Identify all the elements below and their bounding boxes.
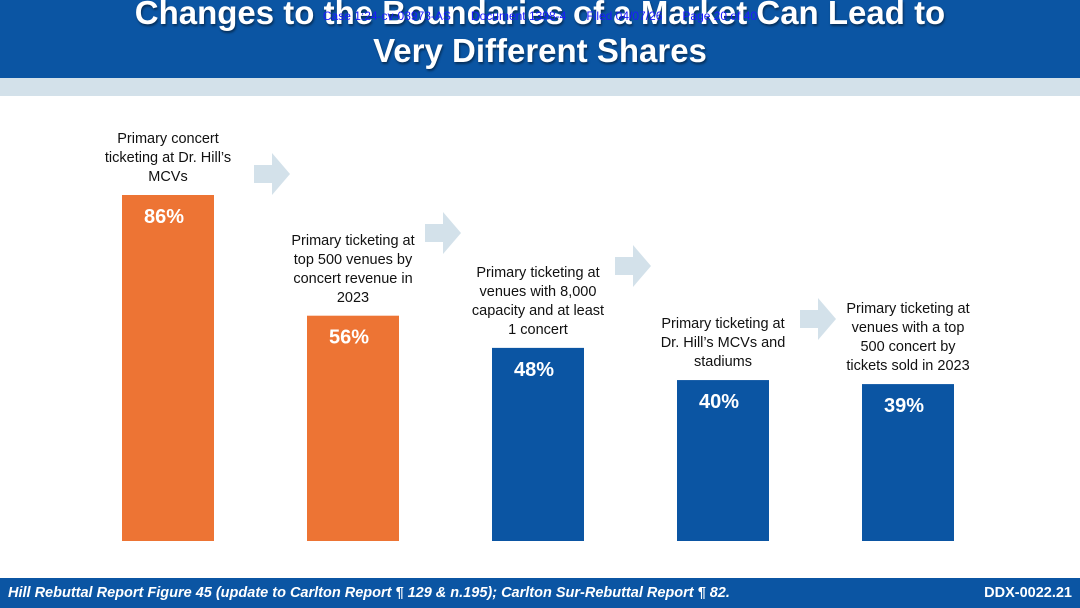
category-label-4: Primary ticketing at Dr. Hill’s MCVs and… bbox=[660, 316, 786, 371]
right-arrow-icon-2 bbox=[425, 212, 461, 254]
title-bar: Changes to the Boundaries of a Market Ca… bbox=[0, 0, 1080, 78]
right-arrow-icon-3 bbox=[615, 245, 651, 287]
bar-value-label-1: 86% bbox=[144, 206, 184, 228]
slide-code: DDX-0022.21 bbox=[984, 585, 1072, 601]
bar-2 bbox=[307, 315, 399, 541]
bar-value-label-4: 40% bbox=[699, 391, 739, 413]
bar-1 bbox=[122, 195, 214, 541]
category-label-5: Primary ticketing at venues with a top 5… bbox=[846, 301, 970, 375]
page-title: Changes to the Boundaries of a Market Ca… bbox=[134, 0, 946, 69]
category-label-1: Primary concert ticketing at Dr. Hill’s … bbox=[104, 131, 232, 185]
bar-4 bbox=[677, 380, 769, 541]
bar-3 bbox=[492, 347, 584, 541]
right-arrow-icon-1 bbox=[254, 153, 290, 195]
category-label-2: Primary ticketing at top 500 venues by c… bbox=[291, 232, 415, 306]
title-divider-stripe bbox=[0, 78, 1080, 96]
case-filing-stamp: Case 1:24-cv-03973-AS Document 1398-4 Fi… bbox=[322, 9, 758, 23]
footer-bar: Hill Rebuttal Report Figure 45 (update t… bbox=[0, 578, 1080, 608]
footer-source-citation: Hill Rebuttal Report Figure 45 (update t… bbox=[8, 585, 730, 601]
bar-value-label-2: 56% bbox=[329, 327, 369, 349]
bar-value-label-5: 39% bbox=[884, 395, 924, 417]
category-label-3: Primary ticketing at venues with 8,000 c… bbox=[471, 264, 605, 338]
bar-value-label-3: 48% bbox=[514, 359, 554, 381]
right-arrow-icon-4 bbox=[800, 298, 836, 340]
bar-5 bbox=[862, 384, 954, 541]
